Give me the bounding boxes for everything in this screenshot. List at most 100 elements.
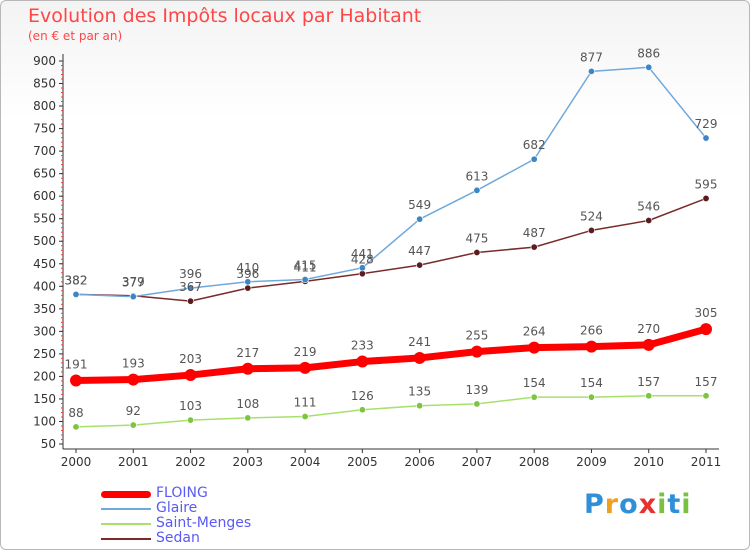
data-label: 217 bbox=[236, 346, 259, 360]
legend-label: FLOING bbox=[156, 485, 208, 501]
y-tick-label: 400 bbox=[33, 279, 56, 293]
data-point bbox=[356, 355, 369, 368]
data-label: 410 bbox=[236, 261, 259, 275]
y-tick-label: 250 bbox=[33, 347, 56, 361]
y-tick-label: 450 bbox=[33, 257, 56, 271]
data-point bbox=[645, 63, 653, 71]
data-point bbox=[587, 226, 595, 234]
data-label: 157 bbox=[637, 375, 660, 389]
data-label: 203 bbox=[179, 352, 202, 366]
x-tick-label: 2002 bbox=[175, 455, 206, 469]
data-label: 475 bbox=[465, 232, 488, 246]
data-label: 241 bbox=[408, 335, 431, 349]
data-label: 88 bbox=[68, 406, 83, 420]
legend-swatch bbox=[101, 538, 151, 540]
chart-subtitle: (en € et par an) bbox=[28, 29, 123, 43]
x-tick-label: 2005 bbox=[347, 455, 378, 469]
data-label: 264 bbox=[523, 325, 546, 339]
x-tick-label: 2011 bbox=[691, 455, 722, 469]
data-label: 157 bbox=[695, 375, 718, 389]
data-label: 613 bbox=[465, 169, 488, 183]
data-label: 441 bbox=[351, 247, 374, 261]
data-point bbox=[416, 402, 424, 410]
data-point bbox=[528, 341, 541, 354]
legend-label: Saint-Menges bbox=[156, 515, 252, 531]
data-point bbox=[530, 155, 538, 163]
y-tick-label: 50 bbox=[41, 437, 56, 451]
data-point bbox=[187, 416, 195, 424]
y-tick-label: 100 bbox=[33, 414, 56, 428]
data-label: 382 bbox=[65, 273, 88, 287]
data-point bbox=[530, 243, 538, 251]
data-label: 305 bbox=[695, 306, 718, 320]
data-point bbox=[702, 194, 710, 202]
data-point bbox=[241, 362, 254, 375]
data-label: 270 bbox=[637, 322, 660, 336]
data-point bbox=[700, 323, 712, 336]
data-label: 108 bbox=[236, 397, 259, 411]
data-point bbox=[645, 217, 653, 225]
data-label: 396 bbox=[236, 267, 259, 281]
logo-letter: r bbox=[604, 489, 620, 520]
data-point bbox=[702, 392, 710, 400]
logo-letter: i bbox=[657, 489, 668, 520]
data-point bbox=[301, 413, 309, 421]
data-point bbox=[473, 249, 481, 257]
data-point bbox=[129, 293, 137, 301]
data-label: 367 bbox=[179, 280, 202, 294]
legend-swatch bbox=[101, 490, 151, 498]
data-label: 877 bbox=[580, 50, 603, 64]
data-point bbox=[129, 421, 137, 429]
data-label: 191 bbox=[65, 357, 88, 371]
x-tick-label: 2006 bbox=[404, 455, 435, 469]
y-tick-label: 150 bbox=[33, 392, 56, 406]
data-label: 549 bbox=[408, 198, 431, 212]
data-point bbox=[184, 369, 197, 382]
data-label: 193 bbox=[122, 357, 145, 371]
logo-letter: P bbox=[584, 489, 605, 520]
data-point bbox=[70, 374, 82, 387]
y-tick-label: 700 bbox=[33, 144, 56, 158]
data-label: 154 bbox=[523, 376, 546, 390]
data-label: 103 bbox=[179, 399, 202, 413]
data-point bbox=[244, 284, 252, 292]
data-label: 92 bbox=[126, 404, 141, 418]
data-point bbox=[127, 373, 140, 386]
series-line-sedan bbox=[75, 197, 707, 302]
data-label: 415 bbox=[294, 259, 317, 273]
data-label: 219 bbox=[294, 345, 317, 359]
data-point bbox=[244, 278, 252, 286]
logo-letter: o bbox=[619, 489, 639, 520]
data-point bbox=[358, 270, 366, 278]
data-point bbox=[416, 215, 424, 223]
y-tick-label: 600 bbox=[33, 189, 56, 203]
y-tick-label: 350 bbox=[33, 302, 56, 316]
data-label: 126 bbox=[351, 389, 374, 403]
y-tick-label: 750 bbox=[33, 122, 56, 136]
data-label: 524 bbox=[580, 209, 603, 223]
y-tick-label: 650 bbox=[33, 167, 56, 181]
data-label: 233 bbox=[351, 339, 374, 353]
x-tick-label: 2008 bbox=[519, 455, 550, 469]
data-point bbox=[702, 134, 710, 142]
x-tick-label: 2003 bbox=[233, 455, 264, 469]
logo-letter: i bbox=[681, 489, 692, 520]
data-label: 729 bbox=[695, 117, 718, 131]
x-tick-label: 2007 bbox=[462, 455, 493, 469]
data-point bbox=[585, 340, 598, 353]
y-tick-label: 300 bbox=[33, 324, 56, 338]
data-point bbox=[358, 406, 366, 414]
data-point bbox=[587, 67, 595, 75]
data-label: 487 bbox=[523, 226, 546, 240]
data-point bbox=[530, 393, 538, 401]
x-tick-label: 2010 bbox=[633, 455, 664, 469]
data-point bbox=[416, 261, 424, 269]
data-point bbox=[473, 186, 481, 194]
data-label: 595 bbox=[695, 177, 718, 191]
data-point bbox=[470, 345, 483, 358]
data-point bbox=[413, 351, 426, 364]
series-line-glaire bbox=[75, 66, 707, 298]
data-label: 396 bbox=[179, 267, 202, 281]
